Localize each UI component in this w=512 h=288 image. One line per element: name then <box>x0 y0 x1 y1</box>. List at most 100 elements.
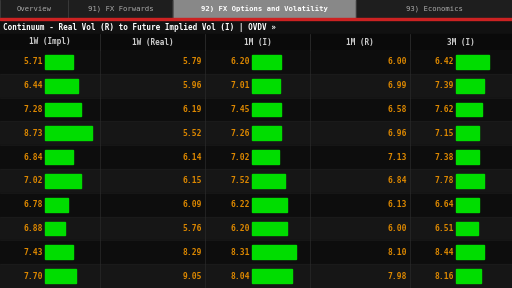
Text: 7.52: 7.52 <box>231 176 250 185</box>
Text: 6.78: 6.78 <box>24 200 43 209</box>
Bar <box>0 20 512 34</box>
Bar <box>45 198 68 212</box>
Text: 6.15: 6.15 <box>182 176 202 185</box>
Text: 6.13: 6.13 <box>388 200 407 209</box>
Bar <box>456 103 482 116</box>
Bar <box>45 150 73 164</box>
Text: 91) FX Forwards: 91) FX Forwards <box>88 6 153 12</box>
Bar <box>45 55 73 69</box>
Bar <box>45 245 73 259</box>
Text: 5.52: 5.52 <box>182 129 202 138</box>
Text: 7.98: 7.98 <box>388 272 407 281</box>
Text: 8.31: 8.31 <box>231 248 250 257</box>
Bar <box>0 193 512 217</box>
Bar <box>45 221 65 235</box>
Bar <box>0 145 512 169</box>
Bar <box>456 126 479 140</box>
Bar <box>0 169 512 193</box>
Text: 6.14: 6.14 <box>182 153 202 162</box>
Text: Continuum - Real Vol (R) to Future Implied Vol (I) | OVDV »: Continuum - Real Vol (R) to Future Impli… <box>3 22 276 31</box>
Text: 7.13: 7.13 <box>388 153 407 162</box>
Text: 6.51: 6.51 <box>434 224 454 233</box>
Text: 6.96: 6.96 <box>388 129 407 138</box>
Text: 6.00: 6.00 <box>388 224 407 233</box>
Bar <box>0 18 512 20</box>
Text: 8.73: 8.73 <box>24 129 43 138</box>
Bar <box>0 264 512 288</box>
Text: 6.44: 6.44 <box>24 81 43 90</box>
Bar <box>45 103 81 116</box>
Text: 9.05: 9.05 <box>182 272 202 281</box>
Text: 6.84: 6.84 <box>388 176 407 185</box>
Bar <box>45 126 92 140</box>
Text: 1M (R): 1M (R) <box>346 37 374 46</box>
Text: 7.01: 7.01 <box>231 81 250 90</box>
Text: Overview: Overview <box>16 6 52 12</box>
Text: 7.78: 7.78 <box>434 176 454 185</box>
Text: 6.00: 6.00 <box>388 57 407 67</box>
Bar <box>0 0 512 18</box>
Bar <box>252 103 281 116</box>
Bar <box>252 79 280 93</box>
Text: 7.39: 7.39 <box>434 81 454 90</box>
Text: 6.22: 6.22 <box>231 200 250 209</box>
Text: 6.88: 6.88 <box>24 224 43 233</box>
Bar <box>0 240 512 264</box>
Bar <box>252 269 292 283</box>
Text: 6.99: 6.99 <box>388 81 407 90</box>
Bar <box>173 0 356 18</box>
Bar <box>0 34 512 50</box>
Text: 6.58: 6.58 <box>388 105 407 114</box>
Bar <box>252 198 287 212</box>
Text: 5.96: 5.96 <box>182 81 202 90</box>
Text: 6.64: 6.64 <box>434 200 454 209</box>
Bar <box>252 174 285 188</box>
Text: 8.16: 8.16 <box>434 272 454 281</box>
Text: 7.70: 7.70 <box>24 272 43 281</box>
Text: 5.79: 5.79 <box>182 57 202 67</box>
Bar <box>456 221 478 235</box>
Text: 6.42: 6.42 <box>434 57 454 67</box>
Text: 3M (I): 3M (I) <box>447 37 475 46</box>
Bar <box>45 174 81 188</box>
Text: 6.84: 6.84 <box>24 153 43 162</box>
Bar <box>252 221 287 235</box>
Bar <box>252 55 281 69</box>
Bar <box>252 245 296 259</box>
Text: 93) Economics: 93) Economics <box>406 6 462 12</box>
Text: 1M (I): 1M (I) <box>244 37 271 46</box>
Bar <box>456 245 484 259</box>
Text: 8.10: 8.10 <box>388 248 407 257</box>
Text: 8.04: 8.04 <box>231 272 250 281</box>
Text: 1W (Impl): 1W (Impl) <box>29 37 71 46</box>
Bar <box>456 79 484 93</box>
Bar <box>0 122 512 145</box>
Bar <box>0 74 512 98</box>
Text: 6.20: 6.20 <box>231 57 250 67</box>
Text: 5.71: 5.71 <box>24 57 43 67</box>
Bar <box>45 79 78 93</box>
Text: 1W (Real): 1W (Real) <box>132 37 174 46</box>
Bar <box>456 150 479 164</box>
Bar <box>0 98 512 122</box>
Text: 7.62: 7.62 <box>434 105 454 114</box>
Text: 7.45: 7.45 <box>231 105 250 114</box>
Text: 6.09: 6.09 <box>182 200 202 209</box>
Text: 8.44: 8.44 <box>434 248 454 257</box>
Text: 6.19: 6.19 <box>182 105 202 114</box>
Bar <box>252 126 281 140</box>
Bar <box>456 55 489 69</box>
Text: 7.28: 7.28 <box>24 105 43 114</box>
Text: 92) FX Options and Volatility: 92) FX Options and Volatility <box>201 5 328 12</box>
Bar <box>45 269 76 283</box>
Text: 7.38: 7.38 <box>434 153 454 162</box>
Bar <box>456 198 479 212</box>
Text: 7.26: 7.26 <box>231 129 250 138</box>
Bar <box>456 269 481 283</box>
Text: 7.15: 7.15 <box>434 129 454 138</box>
Bar <box>0 0 68 18</box>
Text: 5.76: 5.76 <box>182 224 202 233</box>
Bar <box>0 217 512 240</box>
Bar <box>252 150 279 164</box>
Text: 7.02: 7.02 <box>24 176 43 185</box>
